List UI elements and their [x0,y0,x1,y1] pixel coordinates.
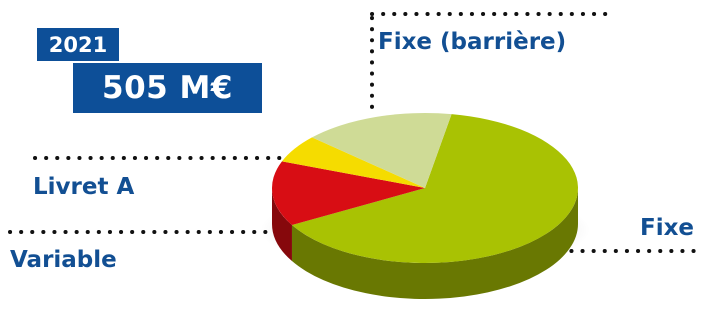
slice-label-livret-a: Livret A [33,174,135,200]
pie-side-variable [272,188,292,262]
total-amount-badge: 505 M€ [73,63,262,113]
pie-slice-fixe [291,114,578,263]
slice-label-variable: Variable [10,247,117,273]
year-badge: 2021 [37,28,119,61]
slice-label-fixe-barriere: Fixe (barrière) [378,29,567,55]
slice-label-fixe: Fixe [640,215,695,241]
leader-lines [8,12,702,253]
pie-slice-livret-a [281,137,425,188]
pie-slice-variable [271,161,425,226]
pie-slices [260,113,590,300]
pie-side-fixe [291,188,578,300]
pie-slice-fixe-barri-re [312,113,452,188]
